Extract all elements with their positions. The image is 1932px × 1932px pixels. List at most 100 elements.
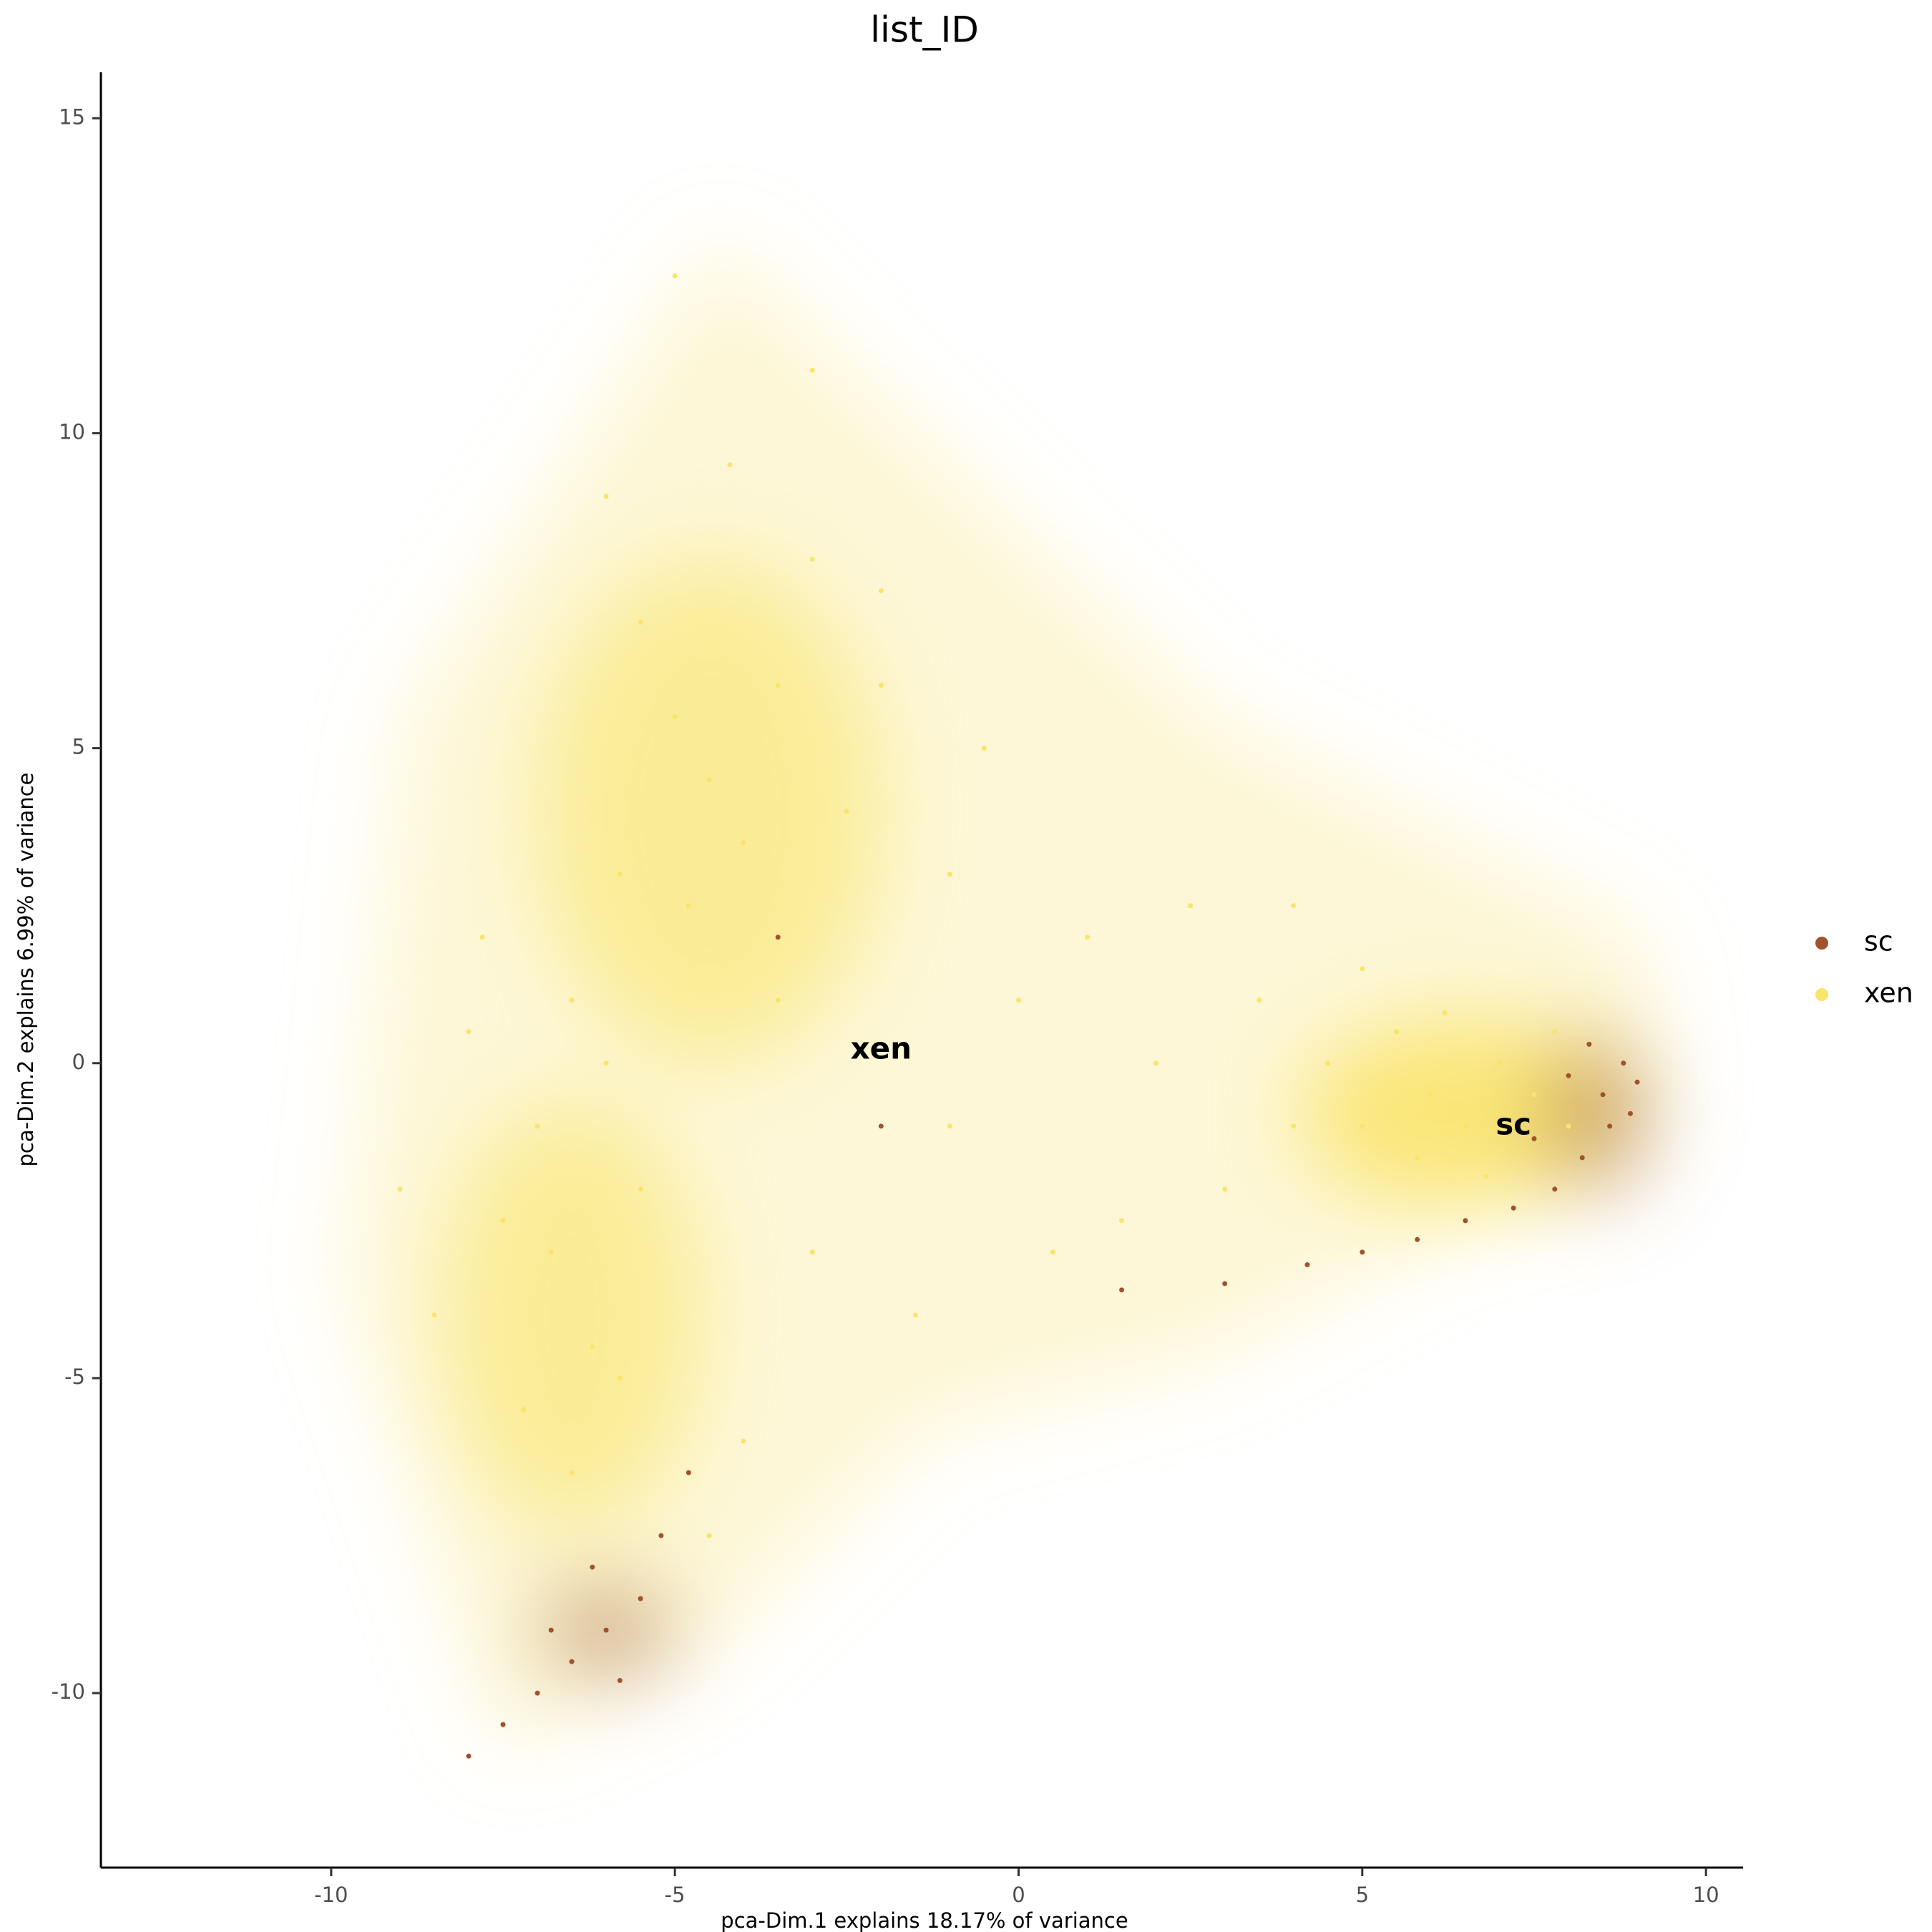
point	[1566, 1123, 1571, 1129]
point	[548, 1627, 554, 1633]
point	[617, 1375, 623, 1381]
x-tick-label: 0	[1012, 1883, 1025, 1907]
point	[672, 714, 678, 720]
point	[1497, 1060, 1503, 1066]
point	[1531, 1136, 1537, 1141]
legend-swatch	[1815, 988, 1828, 1001]
point	[1360, 1123, 1365, 1129]
point	[1291, 903, 1297, 909]
point	[638, 1186, 643, 1192]
point	[1511, 1205, 1516, 1211]
point	[1463, 1218, 1468, 1224]
point	[479, 935, 485, 940]
point	[1621, 1060, 1626, 1066]
point	[775, 683, 781, 688]
point	[535, 1690, 540, 1696]
point	[1153, 1060, 1159, 1066]
density-backdrop	[343, 236, 1667, 1753]
point	[569, 1470, 575, 1475]
point	[1085, 935, 1091, 940]
point	[1415, 1236, 1420, 1242]
point	[1552, 1186, 1558, 1192]
point	[844, 809, 849, 814]
point	[638, 1596, 643, 1601]
y-tick-label: 10	[59, 419, 85, 444]
point	[878, 683, 884, 688]
chart-title: list_ID	[870, 9, 979, 51]
point	[1442, 1010, 1448, 1015]
x-tick-label: 5	[1356, 1883, 1369, 1907]
point	[686, 903, 691, 909]
point	[1531, 1092, 1537, 1098]
point	[431, 1312, 437, 1318]
point	[1627, 1111, 1633, 1116]
point	[1304, 1262, 1310, 1268]
point	[775, 935, 781, 940]
point	[741, 1438, 746, 1444]
x-tick-label: 10	[1693, 1883, 1719, 1907]
point	[603, 1627, 609, 1633]
point	[1119, 1287, 1125, 1293]
point	[1015, 997, 1021, 1003]
point	[1415, 1155, 1420, 1161]
point	[1325, 1060, 1331, 1066]
y-tick-label: -10	[52, 1679, 85, 1704]
point	[1291, 1123, 1297, 1129]
point	[809, 367, 815, 373]
point	[1634, 1079, 1640, 1085]
cluster-label: sc	[1496, 1106, 1531, 1141]
point	[741, 840, 746, 846]
point	[1394, 1029, 1400, 1035]
point	[1607, 1123, 1613, 1129]
point	[466, 1029, 472, 1035]
point	[1188, 903, 1194, 909]
point	[521, 1407, 527, 1413]
point	[638, 620, 643, 625]
point	[706, 1533, 712, 1538]
point	[548, 1249, 554, 1255]
point	[603, 493, 609, 499]
point	[569, 1659, 575, 1664]
point	[1566, 1073, 1571, 1078]
point	[727, 462, 733, 467]
point	[1360, 1249, 1365, 1255]
point	[878, 588, 884, 594]
x-tick-label: -5	[665, 1883, 686, 1907]
point	[672, 273, 678, 278]
point	[775, 997, 781, 1003]
y-tick-label: -5	[64, 1365, 85, 1389]
point	[569, 997, 575, 1003]
point	[809, 1249, 815, 1255]
point	[603, 1060, 609, 1066]
point	[912, 1312, 918, 1318]
point	[1257, 997, 1262, 1003]
point	[1463, 1123, 1468, 1129]
point	[397, 1186, 403, 1192]
point	[981, 746, 987, 751]
point	[1222, 1281, 1228, 1287]
x-axis-title: pca-Dim.1 explains 18.17% of variance	[721, 1908, 1128, 1932]
point	[617, 872, 623, 877]
y-tick-label: 0	[72, 1050, 85, 1074]
point	[706, 777, 712, 783]
legend-label: xen	[1864, 977, 1913, 1009]
point	[658, 1533, 664, 1538]
point	[500, 1218, 506, 1224]
x-tick-label: -10	[314, 1883, 348, 1907]
legend-swatch	[1815, 937, 1828, 950]
point	[947, 872, 952, 877]
point	[1600, 1092, 1606, 1098]
point	[878, 1123, 884, 1129]
point	[1119, 1218, 1125, 1224]
point	[686, 1470, 691, 1475]
y-tick-label: 5	[72, 735, 85, 759]
point	[1360, 966, 1365, 972]
point	[1050, 1249, 1056, 1255]
point	[1586, 1041, 1592, 1047]
point	[809, 557, 815, 562]
point	[1222, 1186, 1228, 1192]
point	[1552, 1029, 1558, 1035]
point	[466, 1753, 472, 1759]
y-tick-label: 15	[59, 104, 85, 129]
